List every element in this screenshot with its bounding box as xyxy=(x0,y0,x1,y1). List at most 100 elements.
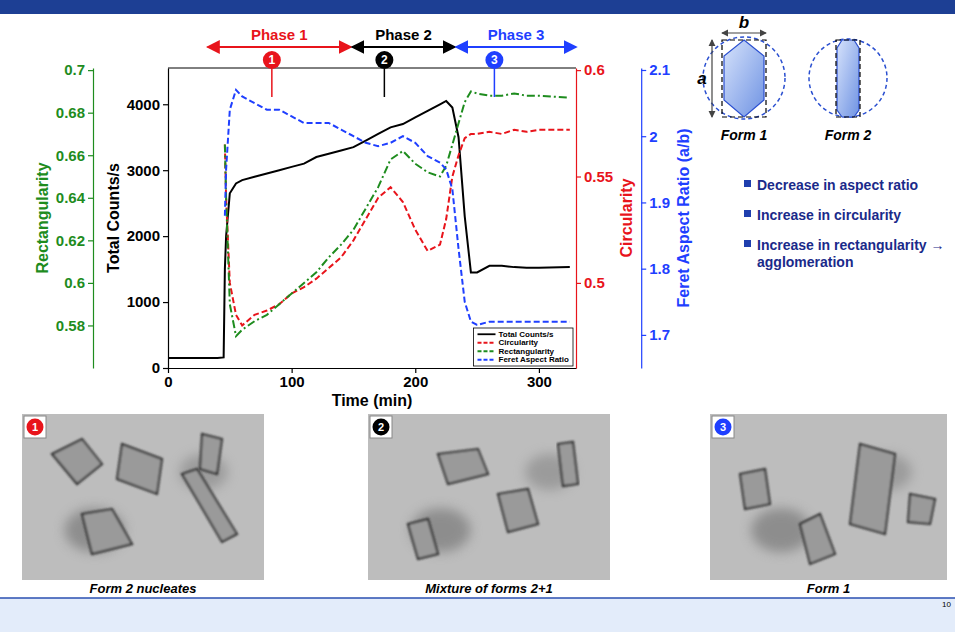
photo-badge-label: 1 xyxy=(32,421,38,433)
tick-label: 4000 xyxy=(127,96,160,113)
tick: 0.62 xyxy=(56,232,93,249)
photo-caption: Form 1 xyxy=(807,581,850,596)
form-box xyxy=(836,40,860,117)
marker-stem xyxy=(271,69,273,97)
legend-box xyxy=(474,328,574,366)
tick: 1000 xyxy=(127,293,168,310)
tick-label: 200 xyxy=(403,373,428,390)
axis-line xyxy=(576,69,577,369)
tick: 1.7 xyxy=(641,326,670,343)
tick-label: 0.58 xyxy=(56,317,85,334)
tick-label: 0.7 xyxy=(64,61,85,78)
y3-axis: 0.580.60.620.640.660.680.7 xyxy=(56,61,94,368)
tick: 0.55 xyxy=(576,168,613,185)
photo-crystal xyxy=(82,509,132,554)
bullet-square xyxy=(744,240,751,247)
photo-badge-label: 2 xyxy=(378,421,384,433)
photo-badge-frame xyxy=(712,416,734,438)
tick-label: 100 xyxy=(280,373,305,390)
tick: 0.5 xyxy=(576,274,605,291)
y3-axis-title: Rectangularity xyxy=(34,162,51,273)
tick-label: 0 xyxy=(152,359,160,376)
series-line xyxy=(225,90,570,325)
tick: 2.1 xyxy=(641,61,670,78)
legend-swatch xyxy=(478,333,496,335)
axis-line xyxy=(168,69,169,369)
photo-crystal xyxy=(117,444,162,494)
legend-label: Feret Aspect Ratio xyxy=(499,355,570,364)
bullet-text: Decrease in aspect ratio xyxy=(757,177,918,193)
tick: 2 xyxy=(641,128,657,145)
tick-label: 1.9 xyxy=(649,194,670,211)
tick: 200 xyxy=(403,368,428,390)
tick: 100 xyxy=(280,368,305,390)
tick: 1.8 xyxy=(641,260,670,277)
tick: 3000 xyxy=(127,161,168,178)
photo-ground xyxy=(368,414,610,580)
legend: Total Counts/sCircularityRectangularityF… xyxy=(474,328,574,366)
tick-label: 0.64 xyxy=(56,189,86,206)
photo-crystal xyxy=(908,494,935,524)
bullet-line: Decrease in aspect ratio xyxy=(757,177,918,193)
tick: 0.58 xyxy=(56,317,93,334)
page-number: 10 xyxy=(942,600,951,609)
footer-band xyxy=(0,598,955,632)
photo-badge xyxy=(715,419,732,436)
tick-mark xyxy=(641,335,646,336)
form2-crystal xyxy=(837,40,859,117)
photo-badge-label: 3 xyxy=(720,421,726,433)
bullet-square xyxy=(744,180,751,187)
photo-ground xyxy=(22,414,264,580)
photo-badge-frame xyxy=(24,416,46,438)
phase-arrow xyxy=(208,46,351,48)
photo-caption: Form 2 nucleates xyxy=(90,581,197,596)
tick: 2000 xyxy=(127,227,168,244)
photo: 2 xyxy=(368,414,610,580)
legend-swatch xyxy=(478,342,496,344)
tick-label: 0.6 xyxy=(584,61,605,78)
photo-crystal xyxy=(740,469,770,509)
y-axis: 0 1000 2000 3000 4000 xyxy=(127,69,169,377)
tick-mark xyxy=(88,113,93,114)
tick-mark xyxy=(641,202,646,203)
header-band xyxy=(0,0,955,14)
y-axis-title: Total Counts/s xyxy=(105,163,122,273)
series-line xyxy=(225,91,570,336)
tick: 0.6 xyxy=(64,274,93,291)
tick-label: 3000 xyxy=(127,161,160,178)
photo-crystal xyxy=(408,519,438,559)
x-axis: 0100200300 xyxy=(164,368,576,390)
tick-label: 1.7 xyxy=(649,326,670,343)
bullet-square xyxy=(744,210,751,217)
marker-label: 2 xyxy=(381,53,388,67)
phase-arrow xyxy=(352,46,455,48)
tick-label: 0.5 xyxy=(584,274,605,291)
legend-swatch xyxy=(478,350,496,352)
plot-area xyxy=(168,90,570,358)
phase-label: Phase 2 xyxy=(375,26,432,43)
x-axis-title: Time (min) xyxy=(332,392,413,409)
photo-crystal xyxy=(558,442,578,486)
photo-crystal xyxy=(498,489,538,532)
bullet-line: Increase in circularity xyxy=(757,207,901,223)
axis-line xyxy=(169,368,577,369)
axis-line xyxy=(641,69,642,369)
phase-arrow xyxy=(456,46,576,48)
marker-stem xyxy=(384,69,386,97)
bullet-text: Increase in circularity xyxy=(757,207,901,223)
marker-stem xyxy=(494,69,496,97)
bullet-line: Increase in rectangularity → xyxy=(757,237,945,253)
tick: 0.7 xyxy=(64,61,93,78)
photo-crystal xyxy=(200,434,222,474)
tick-mark xyxy=(163,170,168,171)
tick-mark xyxy=(163,104,168,105)
marker-badge xyxy=(263,51,281,69)
photo-crystal xyxy=(438,449,488,484)
dim-label: a xyxy=(697,69,706,88)
tick-mark xyxy=(88,70,93,71)
marker-badge xyxy=(375,51,393,69)
phase-label: Phase 1 xyxy=(251,26,308,43)
tick-mark xyxy=(88,198,93,199)
tick-label: 0.62 xyxy=(56,232,85,249)
photo-crystal xyxy=(800,514,835,564)
